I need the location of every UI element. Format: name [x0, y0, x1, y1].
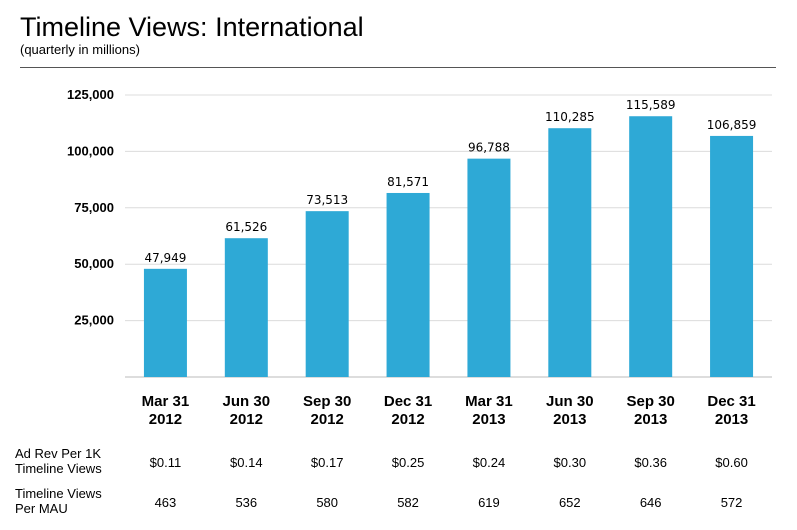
table-cell: $0.25: [391, 455, 425, 470]
x-tick-label-year: 2013: [472, 411, 505, 428]
table-cell: 572: [720, 495, 743, 510]
table-cell: $0.60: [715, 455, 748, 470]
y-tick-label: 25,000: [74, 313, 114, 328]
table-cell: $0.11: [149, 455, 182, 470]
data-label: 73,513: [306, 193, 348, 207]
data-label: 115,589: [626, 98, 676, 112]
row-header-line: Ad Rev Per 1K: [15, 446, 101, 461]
table-cell: $0.30: [553, 455, 587, 470]
x-tick-label-year: 2012: [149, 411, 182, 428]
bar: [548, 128, 592, 377]
data-label: 81,571: [387, 175, 429, 189]
bar: [143, 268, 187, 377]
data-label: 110,285: [545, 110, 595, 124]
x-tick-label-year: 2013: [634, 411, 667, 428]
x-tick-label-date: Mar 31: [465, 393, 513, 410]
bar: [467, 158, 511, 377]
x-tick-label-year: 2013: [553, 411, 586, 428]
title-divider: [20, 67, 776, 68]
table-cell: 580: [316, 495, 339, 510]
bar: [386, 192, 430, 377]
data-label: 106,859: [707, 118, 757, 132]
x-tick-label-year: 2012: [311, 411, 344, 428]
row-header-line: Per MAU: [15, 501, 68, 516]
bar: [710, 135, 754, 377]
x-tick-label-date: Mar 31: [142, 393, 190, 410]
table-cell: $0.14: [230, 455, 263, 470]
table-cell: $0.36: [634, 455, 667, 470]
x-tick-label-date: Jun 30: [223, 393, 271, 410]
table-cell: 536: [235, 495, 258, 510]
data-label: 96,788: [468, 141, 510, 155]
data-label: 47,949: [144, 251, 186, 265]
table-cell: 619: [478, 495, 500, 510]
chart-subtitle: (quarterly in millions): [20, 42, 140, 57]
bar: [629, 116, 673, 378]
x-tick-label-date: Sep 30: [303, 393, 351, 410]
x-tick-label-date: Dec 31: [707, 393, 755, 410]
table-cell: 463: [154, 495, 177, 510]
x-tick-label-year: 2012: [230, 411, 263, 428]
table-cell: 652: [558, 495, 581, 510]
chart-title: Timeline Views: International: [20, 12, 364, 42]
table-row-header: Timeline Views Per MAU: [15, 486, 135, 516]
table-row-header: Ad Rev Per 1K Timeline Views: [15, 446, 135, 476]
row-header-line: Timeline Views: [15, 486, 102, 501]
x-tick-label-date: Jun 30: [546, 393, 594, 410]
table-cell: $0.17: [310, 455, 344, 470]
x-tick-label-year: 2012: [391, 411, 424, 428]
y-tick-label: 100,000: [67, 143, 114, 158]
bar: [305, 211, 349, 377]
bar: [224, 238, 268, 377]
x-tick-label-date: Sep 30: [627, 393, 675, 410]
table-cell: 646: [639, 495, 662, 510]
x-tick-label-date: Dec 31: [384, 393, 432, 410]
y-tick-label: 50,000: [74, 256, 114, 271]
y-tick-label: 75,000: [74, 200, 114, 215]
data-label: 61,526: [225, 220, 267, 234]
y-tick-label: 125,000: [67, 87, 114, 102]
table-cell: 582: [397, 495, 419, 510]
x-tick-label-year: 2013: [715, 411, 748, 428]
row-header-line: Timeline Views: [15, 461, 102, 476]
table-cell: $0.24: [472, 455, 506, 470]
